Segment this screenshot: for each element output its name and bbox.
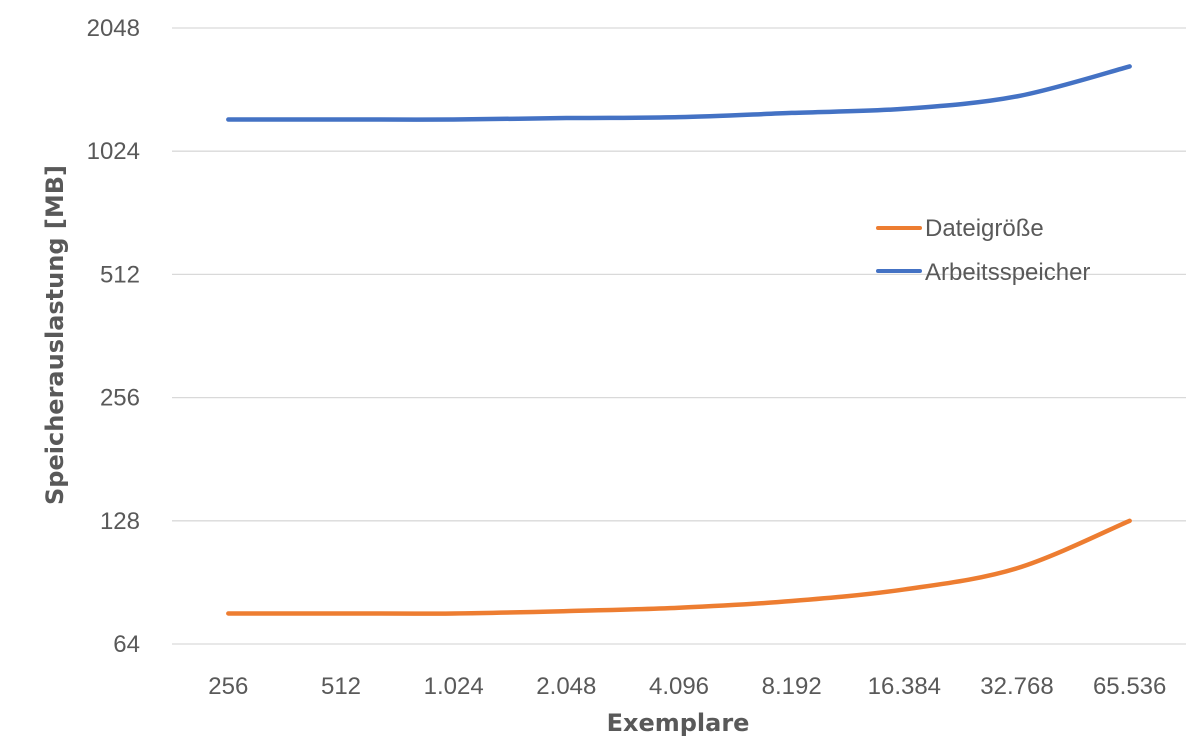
x-tick-label: 4.096 [649, 673, 709, 700]
x-axis-title: Exemplare [607, 709, 750, 737]
x-tick-label: 65.536 [1093, 673, 1166, 700]
x-axis-ticks: 256 512 1.024 2.048 4.096 8.192 16.384 32.768 65… [208, 673, 1166, 700]
y-tick-label: 64 [113, 631, 140, 658]
y-tick-label: 512 [100, 261, 140, 288]
y-tick-label: 128 [100, 508, 140, 535]
x-tick-label: 8.192 [762, 673, 822, 700]
y-axis-title: Speicherauslastung [MB] [41, 165, 69, 505]
y-tick-label: 1024 [87, 138, 140, 165]
legend: Dateigröße Arbeitsspeicher [876, 215, 1090, 286]
series-line-dateigroesse [226, 518, 1132, 616]
x-tick-label: 16.384 [868, 673, 941, 700]
legend-label-dateigroesse: Dateigröße [925, 215, 1044, 242]
legend-label-arbeitsspeicher: Arbeitsspeicher [925, 259, 1090, 286]
legend-item-arbeitsspeicher: Arbeitsspeicher [876, 259, 1090, 286]
x-tick-label: 2.048 [536, 673, 596, 700]
series-line-arbeitsspeicher [226, 64, 1132, 122]
gridlines [172, 27, 1186, 645]
y-tick-label: 2048 [87, 15, 140, 42]
legend-item-dateigroesse: Dateigröße [876, 215, 1044, 242]
x-tick-label: 32.768 [980, 673, 1053, 700]
y-tick-label: 256 [100, 385, 140, 412]
series-lines [226, 64, 1132, 616]
x-tick-label: 256 [208, 673, 248, 700]
x-tick-label: 1.024 [424, 673, 484, 700]
y-axis-ticks: 64 128 256 512 1024 2048 [87, 15, 140, 658]
x-tick-label: 512 [321, 673, 361, 700]
